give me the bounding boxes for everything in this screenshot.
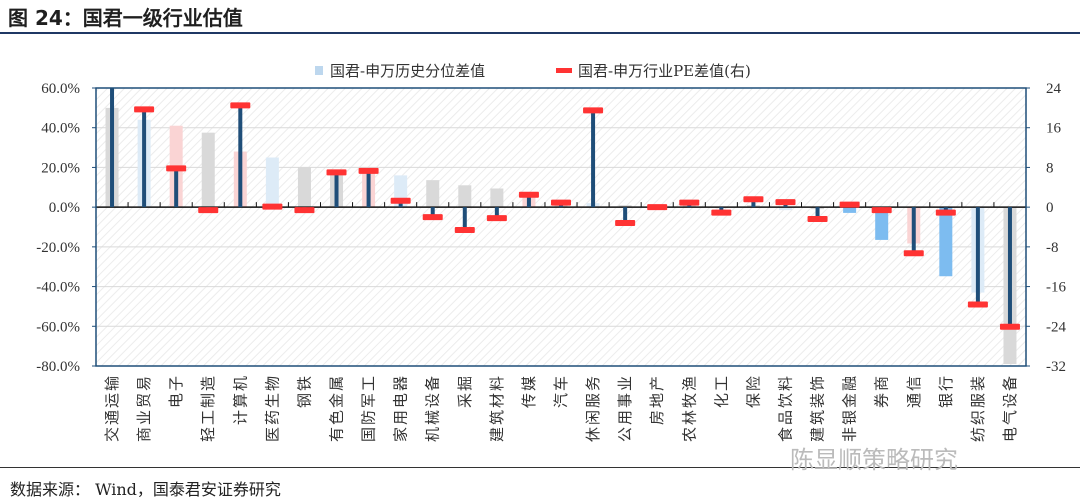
legend-bar-swatch — [315, 66, 323, 75]
pe-cap — [935, 209, 956, 216]
percentile-bar — [426, 180, 440, 208]
category-label: 银行 — [937, 374, 955, 408]
category-label: 保险 — [744, 374, 762, 408]
right-tick-label: 8 — [1046, 160, 1054, 176]
pe-cap — [647, 204, 668, 211]
pe-cap — [518, 191, 539, 198]
plot-background — [96, 88, 1026, 366]
pe-cap — [134, 106, 155, 113]
category-label: 公用事业 — [616, 374, 634, 442]
pe-cap — [294, 207, 315, 214]
percentile-bar — [297, 167, 311, 208]
category-label: 纺织服装 — [969, 374, 987, 442]
category-label: 国防军工 — [360, 374, 378, 442]
category-label: 轻工制造 — [199, 374, 217, 442]
pe-cap — [615, 220, 636, 227]
percentile-bar — [778, 207, 792, 211]
category-label: 休闲服务 — [584, 374, 602, 442]
pe-cap — [967, 301, 988, 308]
watermark: 陈显顺策略研究 — [790, 446, 958, 474]
percentile-bar — [843, 207, 857, 213]
pe-cap — [711, 209, 732, 216]
pe-cap — [839, 201, 860, 208]
pe-cap — [198, 207, 219, 214]
pe-cap — [486, 215, 507, 222]
percentile-bar — [618, 205, 632, 208]
percentile-bar — [939, 207, 953, 277]
category-label: 电气设备 — [1001, 374, 1019, 442]
left-tick-label: -60.0% — [36, 319, 80, 335]
right-tick-label: -32 — [1046, 359, 1066, 375]
pe-cap — [583, 107, 604, 114]
category-label: 钢铁 — [295, 374, 313, 408]
title-divider — [0, 32, 1080, 34]
pe-cap — [743, 196, 764, 203]
pe-cap — [390, 197, 411, 204]
pe-cap — [326, 169, 347, 176]
left-tick-label: -20.0% — [36, 240, 80, 256]
category-label: 建筑材料 — [488, 374, 506, 442]
percentile-bar — [490, 188, 504, 208]
legend-cap-swatch — [556, 68, 572, 73]
category-label: 计算机 — [231, 374, 249, 425]
left-tick-label: 40.0% — [41, 121, 80, 137]
right-tick-label: 24 — [1046, 81, 1062, 97]
pe-cap — [166, 165, 187, 172]
category-label: 传媒 — [520, 374, 538, 408]
percentile-bar — [875, 207, 889, 240]
pe-cap — [871, 207, 892, 214]
category-label: 电子 — [167, 374, 185, 408]
figure-title: 图 24：国君一级行业估值 — [8, 6, 243, 30]
category-label: 食品饮料 — [776, 374, 794, 442]
category-label: 有色金属 — [328, 374, 346, 442]
category-label: 农林牧渔 — [680, 374, 698, 442]
category-label: 家用电器 — [392, 374, 410, 442]
right-tick-label: 0 — [1046, 200, 1054, 216]
left-tick-label: 20.0% — [41, 160, 80, 176]
percentile-bar — [265, 157, 279, 208]
source-divider — [0, 467, 1080, 468]
legend-label-percentile: 国君-申万历史分位差值 — [330, 62, 485, 80]
category-label: 非银金融 — [841, 374, 859, 442]
category-label: 汽车 — [552, 374, 570, 408]
pe-cap — [679, 199, 700, 206]
right-tick-label: -8 — [1046, 240, 1059, 256]
category-label: 化工 — [712, 374, 730, 408]
legend-label-pe: 国君-申万行业PE差值(右) — [578, 62, 751, 80]
left-tick-label: -40.0% — [36, 280, 80, 296]
category-label: 采掘 — [456, 374, 474, 408]
category-label: 医药生物 — [263, 374, 281, 442]
pe-cap — [999, 323, 1020, 330]
plot-border — [95, 87, 1027, 367]
category-label: 房地产 — [648, 374, 666, 425]
left-tick-label: 60.0% — [41, 81, 80, 97]
category-label: 建筑装饰 — [809, 374, 827, 442]
right-tick-label: 16 — [1046, 121, 1062, 137]
data-source: 数据来源： Wind，国泰君安证券研究 — [10, 480, 281, 499]
pe-cap — [903, 250, 924, 257]
pe-cap — [551, 199, 571, 206]
left-tick-label: -80.0% — [36, 359, 80, 375]
percentile-bar — [458, 185, 472, 208]
pe-cap — [775, 199, 796, 206]
category-label: 交通运输 — [103, 374, 121, 442]
pe-cap — [422, 214, 443, 221]
category-label: 机械设备 — [424, 374, 442, 442]
right-tick-label: -24 — [1046, 319, 1066, 335]
pe-cap — [230, 102, 251, 109]
pe-cap — [807, 216, 828, 223]
right-tick-label: -16 — [1046, 280, 1066, 296]
pe-cap — [454, 226, 475, 233]
percentile-bar — [201, 132, 215, 208]
left-tick-label: 0.0% — [49, 200, 80, 216]
category-label: 券商 — [873, 374, 891, 408]
category-label: 通信 — [905, 374, 923, 408]
pe-cap — [262, 203, 283, 210]
category-label: 商业贸易 — [135, 374, 153, 442]
pe-cap — [358, 167, 379, 174]
